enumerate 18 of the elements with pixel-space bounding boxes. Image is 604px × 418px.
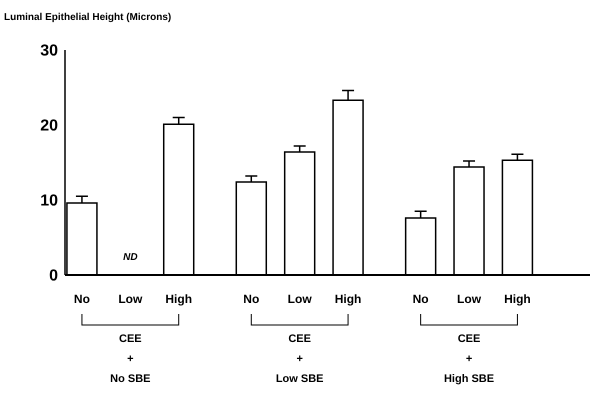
- x-tick-label: High: [334, 292, 362, 306]
- text: CEE + Low SBE: [276, 333, 324, 385]
- text: CEE + High SBE: [444, 333, 494, 385]
- x-tick-label: Low: [457, 292, 482, 306]
- y-axis-title: Luminal Epithelial Height (Microns): [4, 12, 172, 23]
- y-tick-label: 10: [40, 192, 58, 210]
- annotation: ND: [123, 252, 138, 263]
- y-tick-label: 0: [49, 268, 58, 285]
- x-tick-label: No: [74, 292, 90, 306]
- x-tick-label: Low: [118, 292, 143, 306]
- y-tick-label: 20: [40, 118, 58, 135]
- x-tick-label: Low: [288, 292, 312, 306]
- x-tick-label: High: [165, 292, 192, 306]
- text: CEE + No SBE: [110, 333, 150, 385]
- x-tick-label: High: [504, 292, 531, 306]
- x-tick-label: No: [243, 292, 260, 306]
- y-tick-label: 30: [40, 42, 58, 60]
- x-tick-label: No: [412, 292, 429, 306]
